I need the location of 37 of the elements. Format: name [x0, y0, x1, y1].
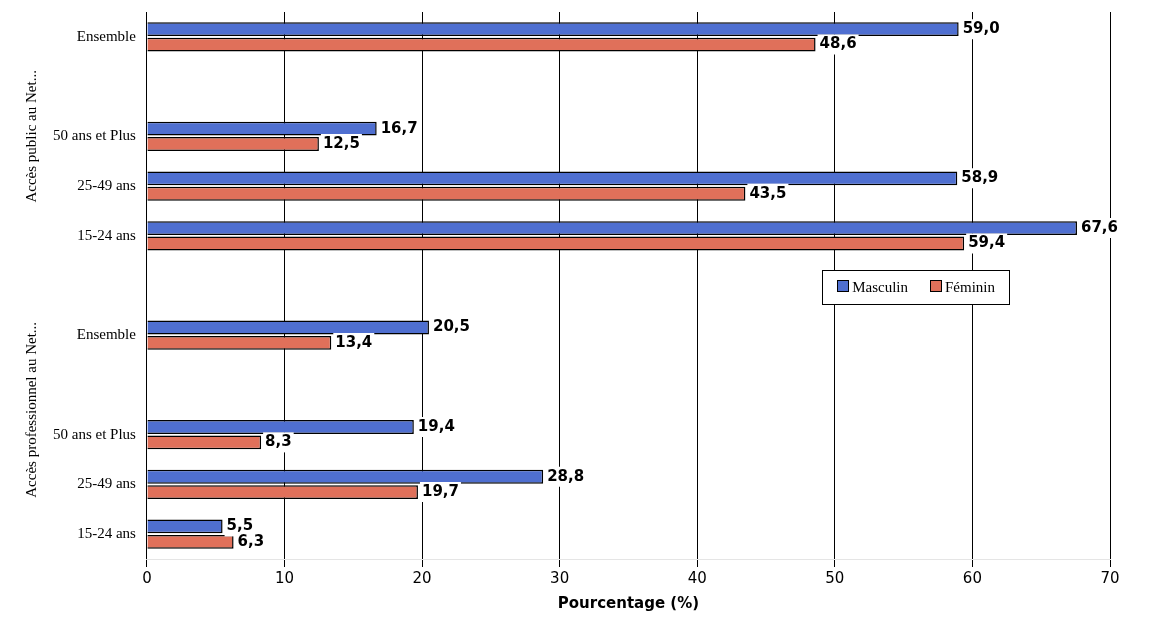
y-tick-label: 50 ans et Plus [53, 127, 137, 144]
y-tick-label: Ensemble [76, 27, 137, 44]
x-tick-label: 20 [412, 568, 432, 587]
data-label: 19,7 [421, 482, 459, 501]
x-axis-title: Pourcentage (%) [557, 593, 700, 612]
x-tick-label: 10 [274, 568, 295, 587]
data-label: 6,3 [237, 531, 265, 550]
y-tick-label: 15-24 ans [77, 525, 137, 542]
data-label: 28,8 [547, 466, 585, 485]
data-label: 48,6 [819, 34, 857, 53]
x-tick-label: 50 [825, 568, 845, 587]
y-tick-label: Ensemble [76, 326, 137, 343]
data-label: 8,3 [265, 432, 292, 451]
legend-label: Féminin [944, 279, 995, 296]
y-tick-label: 25-49 ans [77, 475, 137, 492]
text: Accès professionnel au Net... [22, 321, 39, 498]
y-tick-label: 25-49 ans [77, 176, 137, 193]
y-tick-label: 50 ans et Plus [53, 425, 137, 442]
data-label: 58,9 [961, 168, 999, 187]
data-label: 67,6 [1080, 217, 1118, 236]
text: Accès public au Net... [22, 70, 39, 203]
x-tick-label: 60 [962, 568, 982, 587]
data-label: 59,4 [968, 233, 1006, 252]
x-tick-label: 30 [550, 568, 570, 587]
x-tick-label: 0 [142, 568, 152, 587]
data-label: 12,5 [322, 133, 360, 152]
data-label: 5,5 [226, 516, 254, 535]
legend-label: Masculin [851, 279, 908, 296]
x-tick-label: 40 [687, 568, 707, 587]
x-tick-label: 70 [1100, 568, 1120, 587]
data-label: 59,0 [962, 19, 1000, 38]
data-label: 13,4 [335, 332, 373, 351]
data-label: 16,7 [380, 118, 418, 137]
data-label: 19,4 [417, 416, 455, 435]
data-label: 20,5 [432, 317, 470, 336]
data-label: 43,5 [749, 183, 787, 202]
y-tick-label: 15-24 ans [77, 226, 137, 243]
